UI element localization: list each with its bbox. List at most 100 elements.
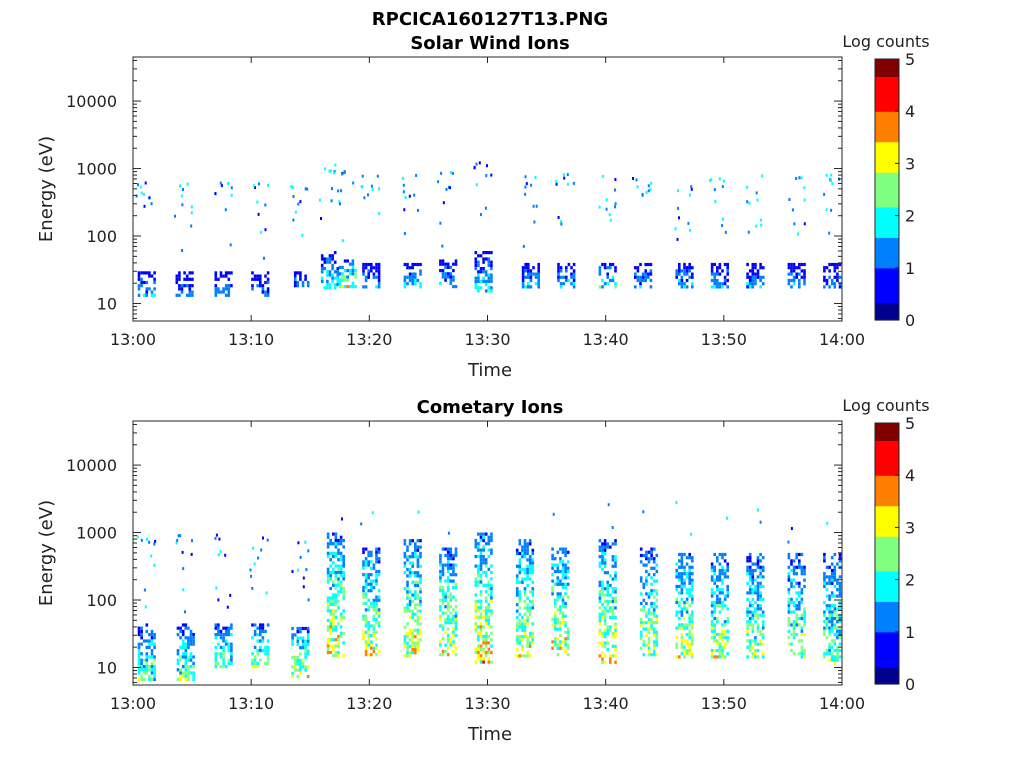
heat-cell bbox=[293, 665, 297, 669]
heat-cell bbox=[756, 508, 759, 512]
heat-cell bbox=[685, 285, 689, 289]
heat-cell bbox=[688, 552, 691, 557]
heat-cell bbox=[408, 590, 412, 594]
heat-cell bbox=[411, 612, 414, 616]
heat-cell bbox=[678, 578, 681, 582]
heat-cell bbox=[261, 284, 265, 288]
heat-cell bbox=[329, 638, 332, 642]
heat-cell bbox=[691, 613, 694, 617]
heat-cell bbox=[474, 260, 478, 264]
heat-cell bbox=[521, 580, 524, 584]
heat-cell bbox=[251, 652, 254, 656]
colorbar-segment bbox=[875, 536, 899, 542]
heat-cell bbox=[761, 275, 765, 279]
heat-cell bbox=[176, 652, 180, 656]
heat-cell bbox=[756, 581, 760, 585]
x-tick-label: 13:30 bbox=[464, 694, 510, 713]
heat-cell bbox=[823, 269, 826, 273]
heat-cell bbox=[528, 635, 532, 639]
heat-cell bbox=[528, 644, 532, 648]
heat-cell bbox=[825, 266, 829, 270]
heat-cell bbox=[683, 604, 686, 608]
heat-cell bbox=[606, 603, 609, 607]
heat-cell bbox=[362, 262, 365, 267]
heat-cell bbox=[296, 280, 300, 285]
heat-cell bbox=[561, 547, 565, 551]
heat-cell bbox=[490, 263, 493, 267]
colorbar-segment bbox=[875, 570, 899, 576]
colorbar-segment bbox=[875, 59, 899, 64]
heat-cell bbox=[531, 571, 535, 575]
heat-cell bbox=[756, 607, 760, 611]
heat-cell bbox=[342, 558, 345, 562]
heat-cell bbox=[454, 259, 458, 263]
heat-cell bbox=[828, 575, 831, 579]
heat-cell bbox=[523, 555, 527, 559]
heat-cell bbox=[800, 639, 804, 643]
heat-cell bbox=[140, 665, 143, 669]
heat-cell bbox=[224, 284, 228, 288]
heat-cell bbox=[362, 566, 365, 570]
heat-cell bbox=[372, 624, 376, 628]
heat-cell bbox=[721, 185, 724, 189]
heat-cell bbox=[454, 617, 458, 622]
heat-cell bbox=[716, 600, 719, 605]
heat-cell bbox=[484, 638, 488, 642]
heat-cell bbox=[446, 640, 450, 644]
heat-cell bbox=[266, 538, 269, 542]
heat-cell bbox=[294, 210, 297, 214]
heat-cell bbox=[293, 277, 297, 281]
heat-cell bbox=[803, 623, 806, 627]
heat-cell bbox=[680, 278, 684, 283]
heat-cell bbox=[751, 562, 755, 566]
heat-cell bbox=[377, 266, 381, 270]
heat-cell bbox=[518, 619, 522, 623]
heat-cell bbox=[377, 272, 381, 276]
heat-cell bbox=[454, 563, 458, 567]
heat-cell bbox=[337, 564, 340, 568]
heat-cell bbox=[332, 628, 335, 632]
heat-cell bbox=[713, 578, 716, 582]
heat-cell bbox=[713, 610, 716, 614]
heat-cell bbox=[474, 625, 478, 629]
heat-cell bbox=[800, 632, 804, 637]
heat-cell bbox=[800, 588, 804, 592]
figure-title: RPCICA160127T13.PNG bbox=[372, 9, 608, 30]
heat-cell bbox=[642, 510, 645, 514]
heat-cell bbox=[339, 590, 343, 594]
burst-18 bbox=[787, 176, 806, 289]
heat-cell bbox=[800, 275, 804, 279]
heat-cell bbox=[334, 586, 338, 591]
heat-cell bbox=[266, 639, 270, 643]
heat-cell bbox=[721, 568, 724, 573]
heat-cell bbox=[559, 592, 562, 596]
heat-cell bbox=[351, 262, 355, 266]
heat-cell bbox=[559, 646, 562, 650]
heat-cell bbox=[688, 578, 691, 582]
heat-cell bbox=[487, 647, 491, 651]
heat-cell bbox=[403, 564, 407, 568]
heat-cell bbox=[477, 644, 480, 648]
heat-cell bbox=[603, 609, 607, 613]
heat-cell bbox=[441, 275, 445, 279]
heat-cell bbox=[326, 551, 330, 555]
heat-cell bbox=[219, 629, 223, 633]
heat-cell bbox=[650, 550, 653, 554]
heat-cell bbox=[754, 275, 757, 279]
heat-cell bbox=[484, 532, 488, 536]
heat-cell bbox=[828, 285, 831, 289]
heat-cell bbox=[828, 581, 831, 585]
heat-cell bbox=[148, 665, 151, 669]
heat-cell bbox=[181, 652, 185, 656]
heat-cell bbox=[439, 640, 442, 644]
heat-cell bbox=[150, 677, 154, 681]
heat-cell bbox=[181, 642, 185, 646]
heat-cell bbox=[603, 561, 607, 565]
heat-cell bbox=[836, 588, 839, 592]
heat-cell bbox=[377, 269, 381, 273]
heat-cell bbox=[787, 540, 790, 544]
heat-cell bbox=[518, 654, 522, 658]
heat-cell bbox=[559, 643, 562, 647]
heat-cell bbox=[601, 603, 604, 607]
heat-cell bbox=[296, 668, 300, 672]
